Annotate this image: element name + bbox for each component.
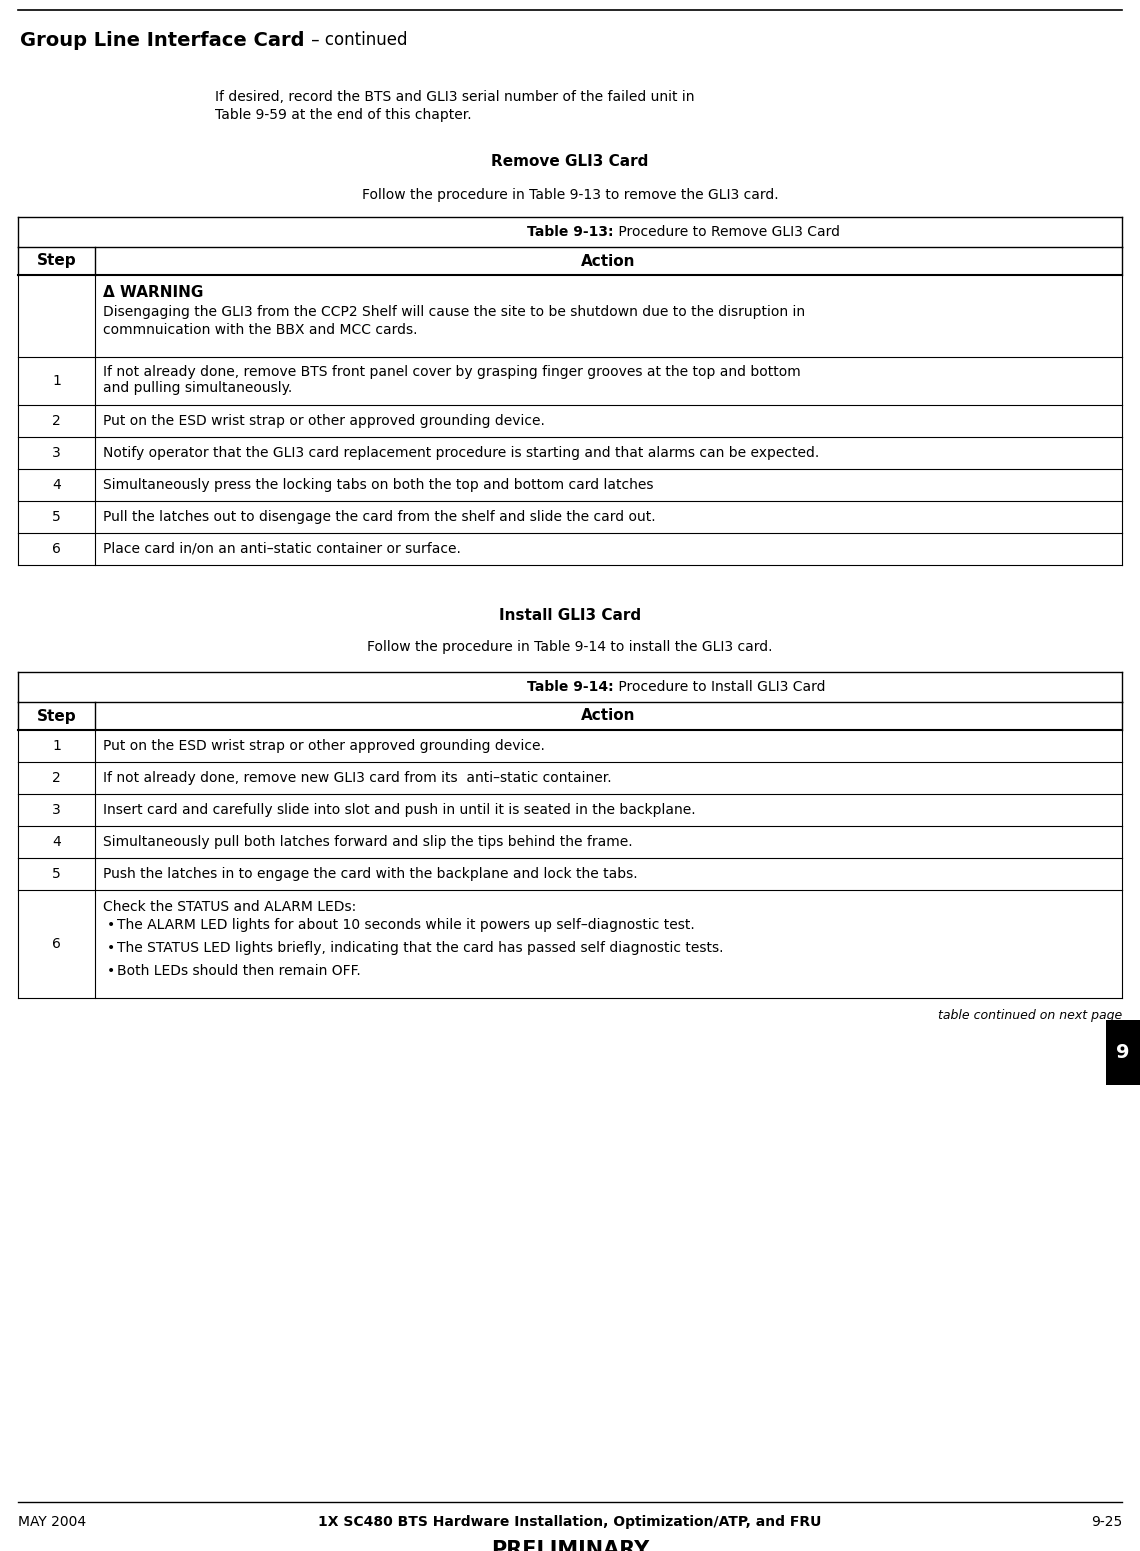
Text: Simultaneously press the locking tabs on both the top and bottom card latches: Simultaneously press the locking tabs on… [103, 478, 653, 492]
Text: •: • [107, 918, 115, 932]
Text: Table 9-13:: Table 9-13: [527, 225, 613, 239]
Bar [1106, 1021, 1140, 1086]
Text: table continued on next page: table continued on next page [938, 1010, 1122, 1022]
Text: 2: 2 [52, 414, 60, 428]
Text: If not already done, remove new GLI3 card from its  anti–static container.: If not already done, remove new GLI3 car… [103, 771, 612, 785]
Text: 2: 2 [52, 771, 60, 785]
Text: Follow the procedure in Table 9-13 to remove the GLI3 card.: Follow the procedure in Table 9-13 to re… [361, 188, 779, 202]
Text: 4: 4 [52, 478, 60, 492]
Text: 1: 1 [52, 374, 60, 388]
Text: Pull the latches out to disengage the card from the shelf and slide the card out: Pull the latches out to disengage the ca… [103, 510, 656, 524]
Text: Follow the procedure in Table 9-14 to install the GLI3 card.: Follow the procedure in Table 9-14 to in… [367, 641, 773, 655]
Text: •: • [107, 965, 115, 979]
Text: – continued: – continued [306, 31, 407, 50]
Text: Action: Action [581, 253, 636, 268]
Text: •: • [107, 941, 115, 955]
Text: Step: Step [36, 253, 76, 268]
Text: Simultaneously pull both latches forward and slip the tips behind the frame.: Simultaneously pull both latches forward… [103, 834, 633, 848]
Text: Place card in/on an anti–static container or surface.: Place card in/on an anti–static containe… [103, 541, 461, 555]
Text: 4: 4 [52, 834, 60, 848]
Text: 3: 3 [52, 803, 60, 817]
Text: Table 9-14:: Table 9-14: [527, 679, 613, 693]
Text: 6: 6 [52, 541, 60, 555]
Text: 9-25: 9-25 [1091, 1515, 1122, 1529]
Text: Procedure to Install GLI3 Card: Procedure to Install GLI3 Card [614, 679, 825, 693]
Text: MAY 2004: MAY 2004 [18, 1515, 87, 1529]
Text: If desired, record the BTS and GLI3 serial number of the failed unit in: If desired, record the BTS and GLI3 seri… [215, 90, 694, 104]
Text: Δ WARNING: Δ WARNING [103, 285, 203, 299]
Text: If not already done, remove BTS front panel cover by grasping finger grooves at : If not already done, remove BTS front pa… [103, 364, 800, 378]
Text: Procedure to Remove GLI3 Card: Procedure to Remove GLI3 Card [614, 225, 840, 239]
Text: Remove GLI3 Card: Remove GLI3 Card [491, 155, 649, 169]
Text: Put on the ESD wrist strap or other approved grounding device.: Put on the ESD wrist strap or other appr… [103, 414, 545, 428]
Text: Install GLI3 Card: Install GLI3 Card [499, 608, 641, 622]
Text: Action: Action [581, 709, 636, 723]
Text: The ALARM LED lights for about 10 seconds while it powers up self–diagnostic tes: The ALARM LED lights for about 10 second… [117, 918, 694, 932]
Text: Both LEDs should then remain OFF.: Both LEDs should then remain OFF. [117, 965, 360, 979]
Text: The STATUS LED lights briefly, indicating that the card has passed self diagnost: The STATUS LED lights briefly, indicatin… [117, 941, 724, 955]
Text: PRELIMINARY: PRELIMINARY [491, 1540, 649, 1551]
Text: Step: Step [36, 709, 76, 723]
Text: Table 9-59 at the end of this chapter.: Table 9-59 at the end of this chapter. [215, 109, 472, 123]
Text: Disengaging the GLI3 from the CCP2 Shelf will cause the site to be shutdown due : Disengaging the GLI3 from the CCP2 Shelf… [103, 306, 805, 320]
Text: 6: 6 [52, 937, 60, 951]
Text: Notify operator that the GLI3 card replacement procedure is starting and that al: Notify operator that the GLI3 card repla… [103, 447, 820, 461]
Text: and pulling simultaneously.: and pulling simultaneously. [103, 382, 292, 396]
Text: 1: 1 [52, 738, 60, 752]
Text: Check the STATUS and ALARM LEDs:: Check the STATUS and ALARM LEDs: [103, 900, 356, 914]
Text: 5: 5 [52, 867, 60, 881]
Text: 9: 9 [1116, 1042, 1130, 1062]
Text: Push the latches in to engage the card with the backplane and lock the tabs.: Push the latches in to engage the card w… [103, 867, 637, 881]
Text: Insert card and carefully slide into slot and push in until it is seated in the : Insert card and carefully slide into slo… [103, 803, 695, 817]
Text: 5: 5 [52, 510, 60, 524]
Text: Put on the ESD wrist strap or other approved grounding device.: Put on the ESD wrist strap or other appr… [103, 738, 545, 752]
Text: Group Line Interface Card: Group Line Interface Card [21, 31, 304, 50]
Text: commnuication with the BBX and MCC cards.: commnuication with the BBX and MCC cards… [103, 323, 417, 337]
Text: 3: 3 [52, 447, 60, 461]
Text: 1X SC480 BTS Hardware Installation, Optimization/ATP, and FRU: 1X SC480 BTS Hardware Installation, Opti… [318, 1515, 822, 1529]
